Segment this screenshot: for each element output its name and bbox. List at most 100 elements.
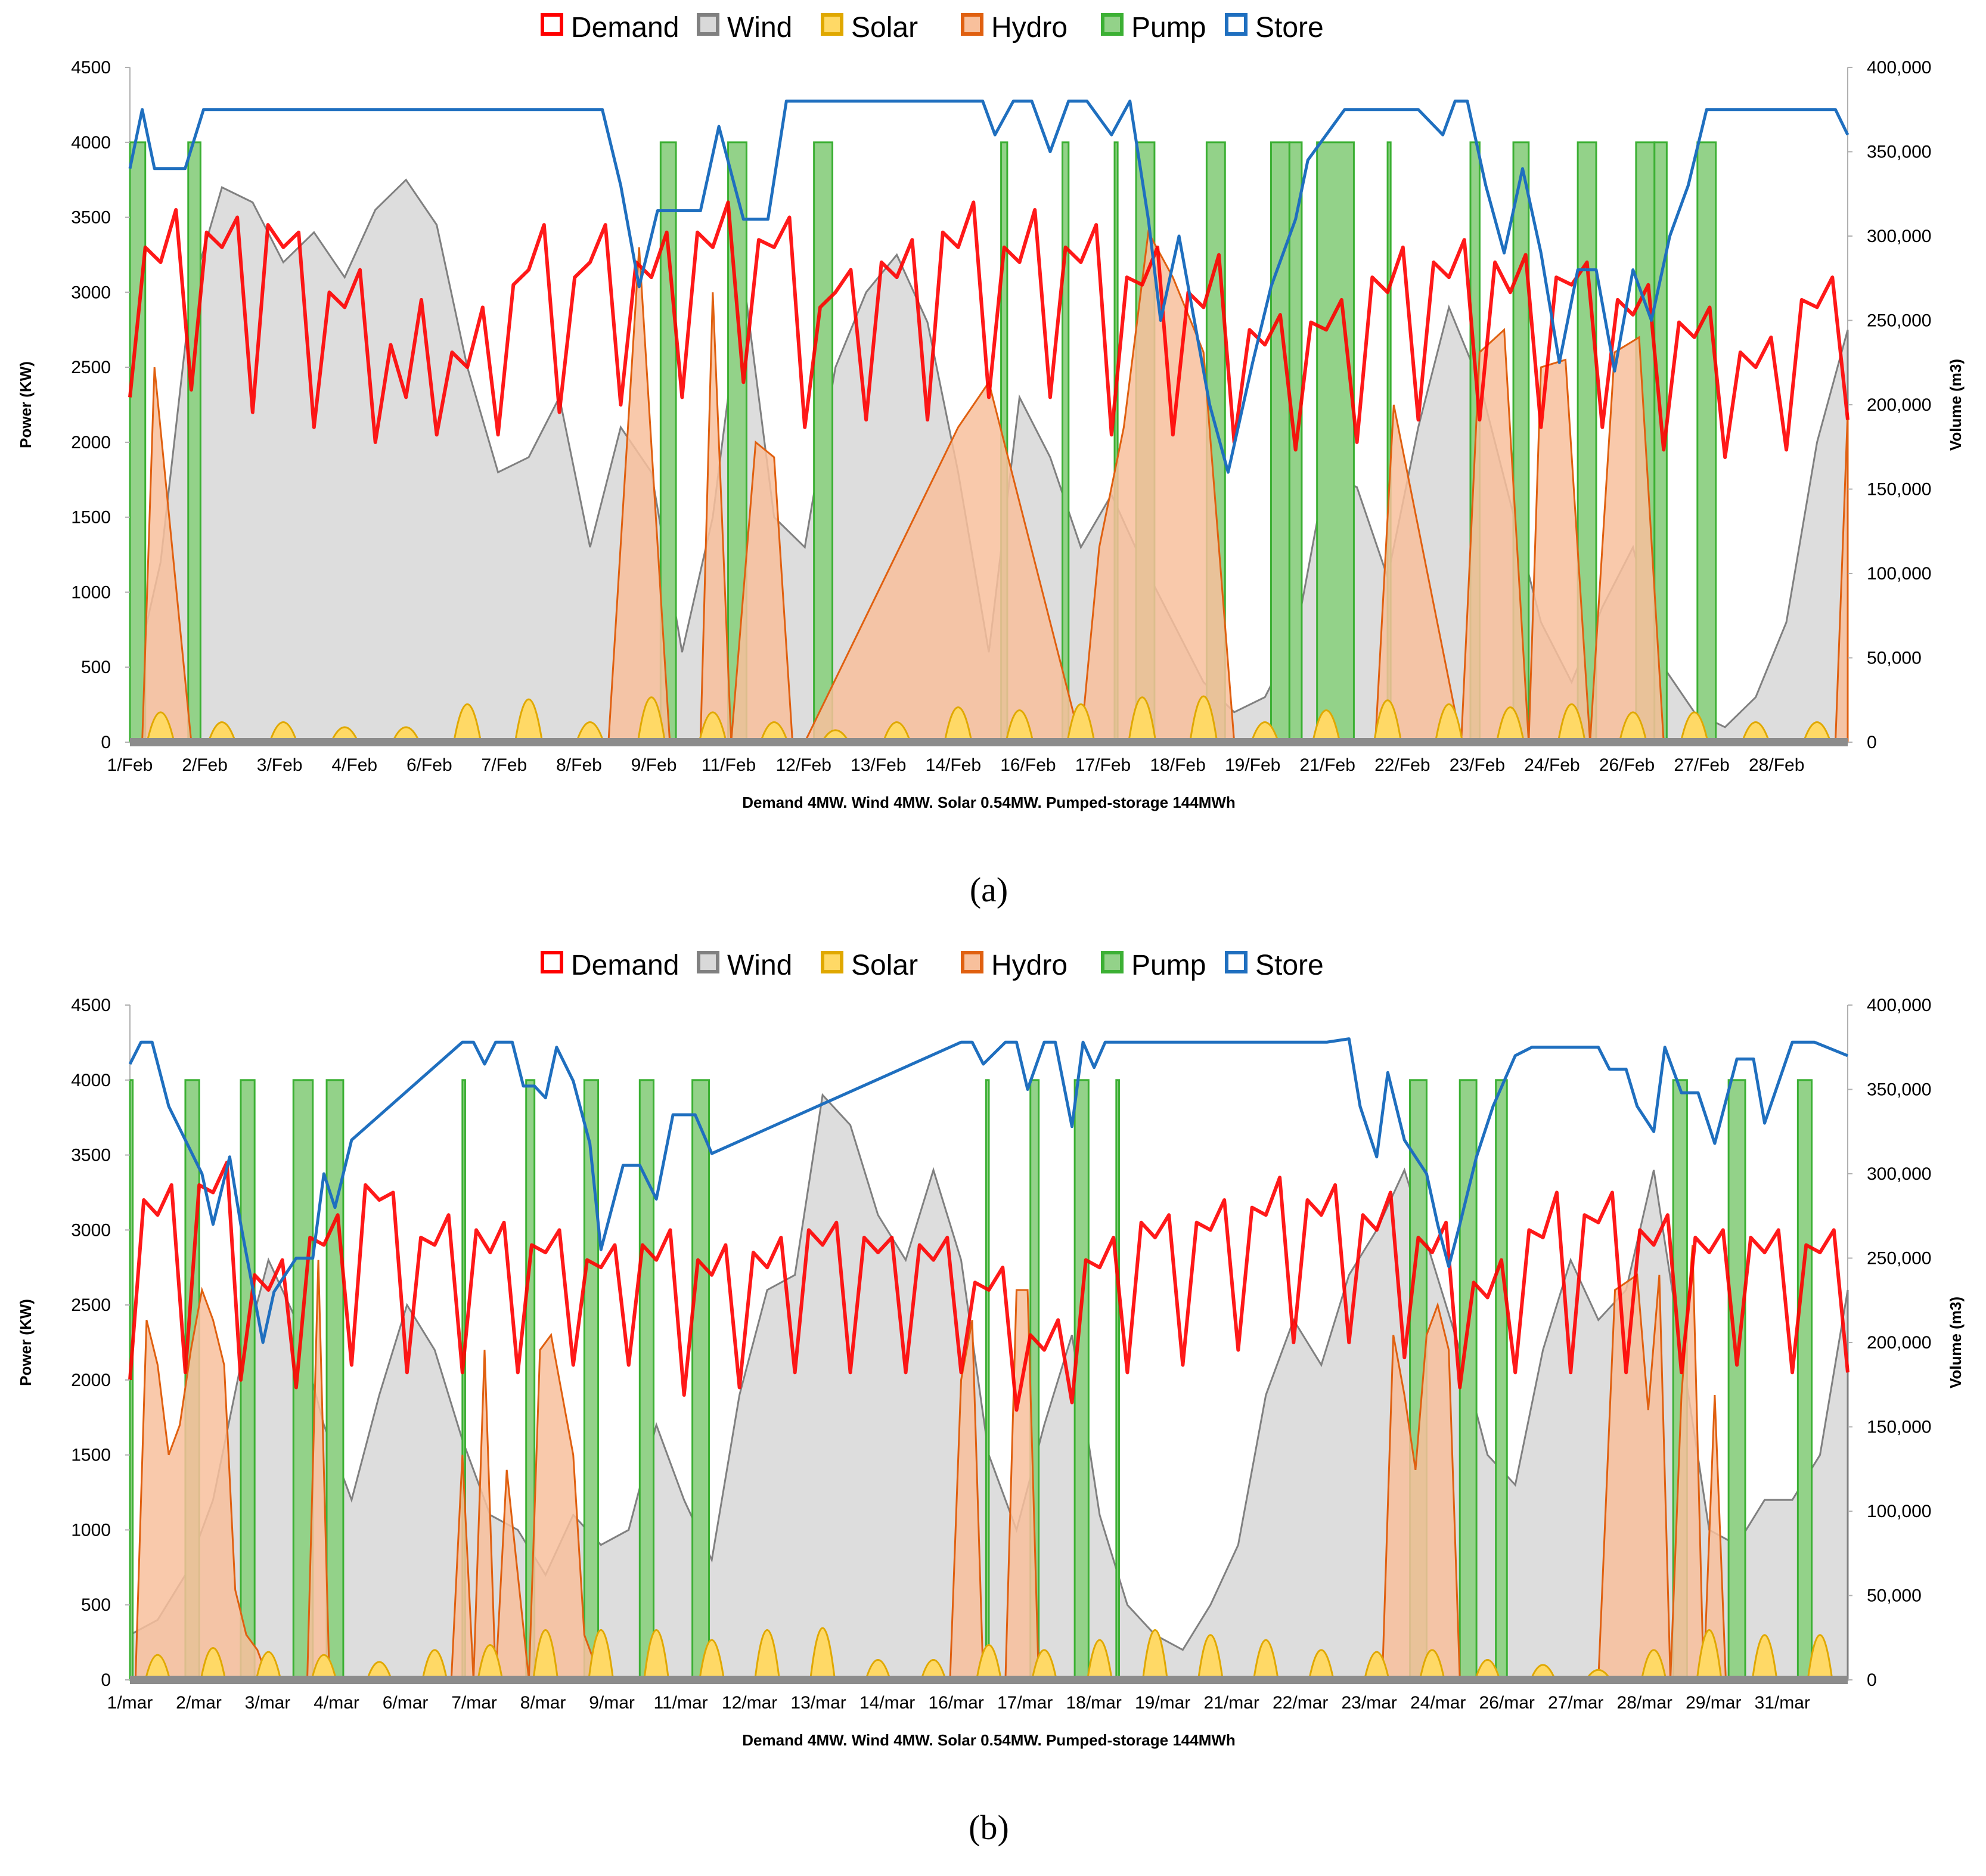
series-solar-bump <box>1127 696 1157 743</box>
x-tick-label: 29/mar <box>1686 1693 1741 1713</box>
legend-label-store: Store <box>1255 12 1324 44</box>
legend-swatch-solar <box>821 13 843 36</box>
y-tick-label: 3500 <box>71 1146 111 1165</box>
x-tick-label: 23/mar <box>1342 1693 1397 1713</box>
series-solar-bump <box>1696 1629 1723 1681</box>
x-tick-label: 3/Feb <box>257 755 303 775</box>
x-tick-label: 19/mar <box>1135 1693 1190 1713</box>
legend-swatch-wind <box>697 13 719 36</box>
x-tick-label: 22/Feb <box>1374 755 1430 775</box>
series-pump-bar <box>187 141 201 743</box>
y-tick-label: 3000 <box>71 283 111 302</box>
x-tick-label: 16/mar <box>928 1693 983 1713</box>
series-pump-bar <box>813 141 834 743</box>
y2-tick-label: 150,000 <box>1867 480 1931 500</box>
x-tick-label: 9/Feb <box>631 755 677 775</box>
series-solar-bump <box>1419 1649 1446 1681</box>
series-pump-bar <box>1316 141 1355 743</box>
chart-subtitle: Demand 4MW. Wind 4MW. Solar 0.54MW. Pump… <box>742 793 1236 811</box>
series-solar-bump <box>1252 1639 1280 1681</box>
series-solar-bump <box>698 1639 725 1681</box>
series-solar-bump <box>1751 1634 1778 1681</box>
series-solar-bump <box>1807 1634 1833 1681</box>
chart-panel-b: Demand Wind Solar Hydro Pump Store 0 500 1000 150… <box>0 938 1986 1876</box>
legend-label-wind: Wind <box>727 12 792 44</box>
legend-swatch-demand <box>541 13 563 36</box>
y2-tick-label: 350,000 <box>1867 1080 1931 1100</box>
legend-swatch-hydro <box>961 13 983 36</box>
x-tick-label: 8/Feb <box>556 755 602 775</box>
x-tick-label: 18/mar <box>1066 1693 1121 1713</box>
series-solar-bump <box>1004 709 1034 743</box>
y2-tick-label: 100,000 <box>1867 1502 1931 1521</box>
series-solar-bump <box>698 711 728 743</box>
x-tick-label: 1/Feb <box>107 755 153 775</box>
series-solar-bump <box>1086 1639 1113 1681</box>
series-pump-bar <box>129 141 147 743</box>
y2-tick-label: 250,000 <box>1867 311 1931 331</box>
series-solar-bump <box>477 1644 504 1681</box>
y2-tick-label: 250,000 <box>1867 1249 1931 1269</box>
y-tick-label: 500 <box>81 1595 111 1615</box>
series-pump-bar <box>1727 1079 1746 1681</box>
x-tick-label: 22/mar <box>1273 1693 1328 1713</box>
y2-tick-label: 300,000 <box>1867 1164 1931 1184</box>
x-tick-label: 14/mar <box>859 1693 915 1713</box>
x-tick-label: 16/Feb <box>1000 755 1056 775</box>
series-solar-bump <box>1308 1649 1335 1681</box>
y-tick-label: 3000 <box>71 1220 111 1240</box>
legend: Demand Wind Solar Hydro Pump Store <box>541 950 1324 981</box>
x-tick-label: 8/mar <box>520 1693 566 1713</box>
y-tick-label: 1500 <box>71 508 111 528</box>
x-tick-label: 26/Feb <box>1599 755 1655 775</box>
x-tick-label: 28/mar <box>1617 1693 1672 1713</box>
legend-label-hydro: Hydro <box>991 12 1068 44</box>
y2-tick-label: 100,000 <box>1867 564 1931 584</box>
x-tick-label: 24/mar <box>1410 1693 1466 1713</box>
series-solar-bump <box>1363 1651 1391 1681</box>
series-solar-bump <box>643 1629 670 1681</box>
series-solar-bump <box>1066 703 1096 743</box>
y-tick-label: 0 <box>101 733 111 752</box>
y-tick-label: 0 <box>101 1670 111 1690</box>
series-store-line <box>128 100 1850 474</box>
x-tick-label: 12/mar <box>722 1693 777 1713</box>
series-pump-bar <box>1796 1079 1813 1681</box>
y2-tick-label: 0 <box>1867 733 1877 752</box>
y-tick-label: 500 <box>81 658 111 677</box>
legend-label-demand: Demand <box>571 950 679 981</box>
series-solar-bump <box>588 1629 615 1681</box>
series-solar-bump <box>1189 695 1218 743</box>
series-solar-bump <box>514 698 544 743</box>
chart-panel-a: Demand Wind Solar Hydro Pump Store 0 500 1000 150… <box>17 12 1965 909</box>
x-tick-label: 21/Feb <box>1300 755 1355 775</box>
x-tick-label: 23/Feb <box>1450 755 1505 775</box>
chart-subtitle: Demand 4MW. Wind 4MW. Solar 0.54MW. Pump… <box>742 1731 1236 1749</box>
series-solar-bump <box>1373 699 1402 743</box>
x-tick-label: 19/Feb <box>1225 755 1280 775</box>
legend-label-solar: Solar <box>851 950 918 981</box>
y-axis-title: Power (KW) <box>17 1299 35 1386</box>
x-tick-label: 13/mar <box>790 1693 846 1713</box>
y2-axis-title: Volume (m3) <box>1947 1297 1965 1388</box>
x-tick-label: 17/mar <box>997 1693 1053 1713</box>
x-tick-label: 28/Feb <box>1749 755 1804 775</box>
series-pump-bar <box>985 1079 990 1681</box>
series-solar-bump <box>1495 706 1525 743</box>
y-tick-label: 1500 <box>71 1446 111 1465</box>
x-tick-label: 4/Feb <box>331 755 377 775</box>
series-pump-bar <box>1270 141 1290 743</box>
series-solar-bump <box>1031 1649 1058 1681</box>
legend-label-demand: Demand <box>571 12 679 44</box>
series-solar-bump <box>809 1627 836 1681</box>
y-tick-label: 4500 <box>71 58 111 77</box>
y-axis-title: Power (KW) <box>17 361 35 448</box>
series-solar-bump <box>1141 1629 1169 1681</box>
y-tick-label: 3500 <box>71 208 111 228</box>
x-tick-label: 21/mar <box>1203 1693 1259 1713</box>
series-pump-bar <box>1062 141 1070 743</box>
x-tick-label: 18/Feb <box>1150 755 1205 775</box>
legend-label-store: Store <box>1255 950 1324 981</box>
panel-label: (a) <box>970 870 1008 909</box>
series-pump-bar <box>240 1079 256 1681</box>
